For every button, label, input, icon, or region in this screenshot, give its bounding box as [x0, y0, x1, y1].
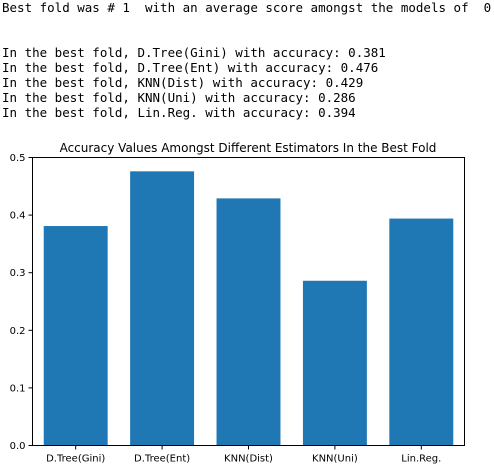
bar-3 [302, 280, 367, 446]
bar-2 [216, 198, 281, 446]
x-tick-label: KNN(Dist) [224, 454, 273, 465]
chart-title: Accuracy Values Amongst Different Estima… [60, 141, 437, 155]
x-tick-label: KNN(Uni) [312, 454, 358, 465]
output-line-ent: In the best fold, D.Tree(Ent) with accur… [2, 60, 379, 75]
bar-4 [389, 218, 454, 446]
x-tick-label: D.Tree(Ent) [134, 454, 190, 465]
output-line-linreg: In the best fold, Lin.Reg. with accuracy… [2, 105, 356, 120]
best-fold-summary: Best fold was # 1 with an average score … [2, 0, 494, 15]
y-tick-label: 0.1 [10, 383, 26, 394]
bar-0 [43, 226, 108, 446]
x-tick-label: Lin.Reg. [401, 454, 441, 465]
y-tick-label: 0.0 [10, 441, 26, 452]
output-line-uni: In the best fold, KNN(Uni) with accuracy… [2, 90, 356, 105]
x-tick-label: D.Tree(Gini) [46, 454, 105, 465]
bar-1 [130, 171, 195, 446]
plot-frame [32, 157, 465, 446]
y-tick-label: 0.3 [10, 268, 26, 279]
output-line-gini: In the best fold, D.Tree(Gini) with accu… [2, 45, 386, 60]
output-line-dist: In the best fold, KNN(Dist) with accurac… [2, 75, 364, 90]
y-tick-label: 0.4 [10, 211, 26, 222]
x-axis: D.Tree(Gini) D.Tree(Ent) KNN(Dist) KNN(Uni)… [46, 445, 441, 465]
y-tick-label: 0.2 [10, 326, 26, 337]
y-axis: 0.0 0.1 0.2 0.3 0.4 0.5 [10, 153, 33, 452]
y-tick-label: 0.5 [10, 153, 26, 164]
bars [43, 171, 454, 446]
